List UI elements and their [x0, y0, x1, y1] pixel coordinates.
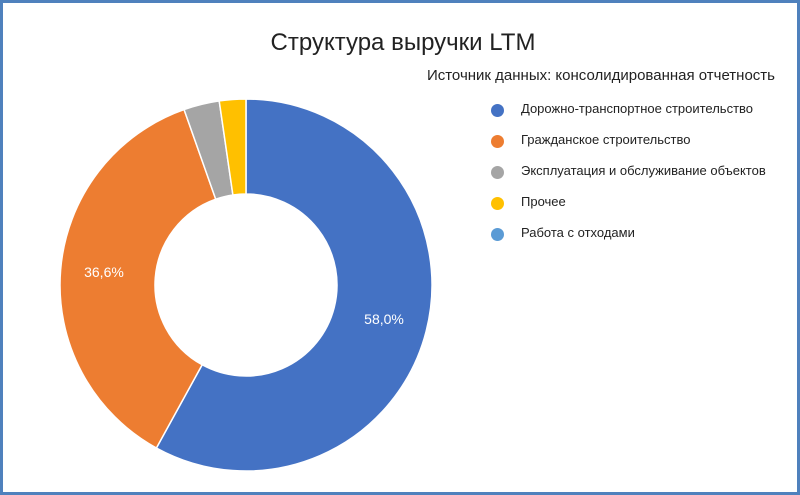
legend-swatch: [491, 104, 504, 117]
data-label: 36,6%: [84, 264, 124, 280]
chart-subtitle: Источник данных: консолидированная отчет…: [426, 67, 775, 84]
legend-label: Работа с отходами: [521, 225, 635, 240]
legend-label: Гражданское строительство: [521, 132, 691, 147]
legend-swatch: [491, 228, 504, 241]
donut-slice: [59, 108, 217, 450]
legend-label: Дорожно-транспортное строительство: [521, 101, 754, 116]
legend-swatch: [491, 135, 504, 148]
legend-swatch: [491, 197, 504, 210]
legend-swatch: [491, 166, 504, 179]
chart-title: Структура выручки LTM: [270, 29, 536, 56]
legend-label: Прочее: [521, 194, 566, 209]
donut-slice: [155, 98, 433, 472]
legend-label: Эксплуатация и обслуживание объектов: [521, 163, 766, 178]
data-label: 58,0%: [364, 311, 404, 327]
donut-slice: [218, 98, 247, 196]
donut-chart: 58,0% 36,6%: [59, 98, 433, 472]
